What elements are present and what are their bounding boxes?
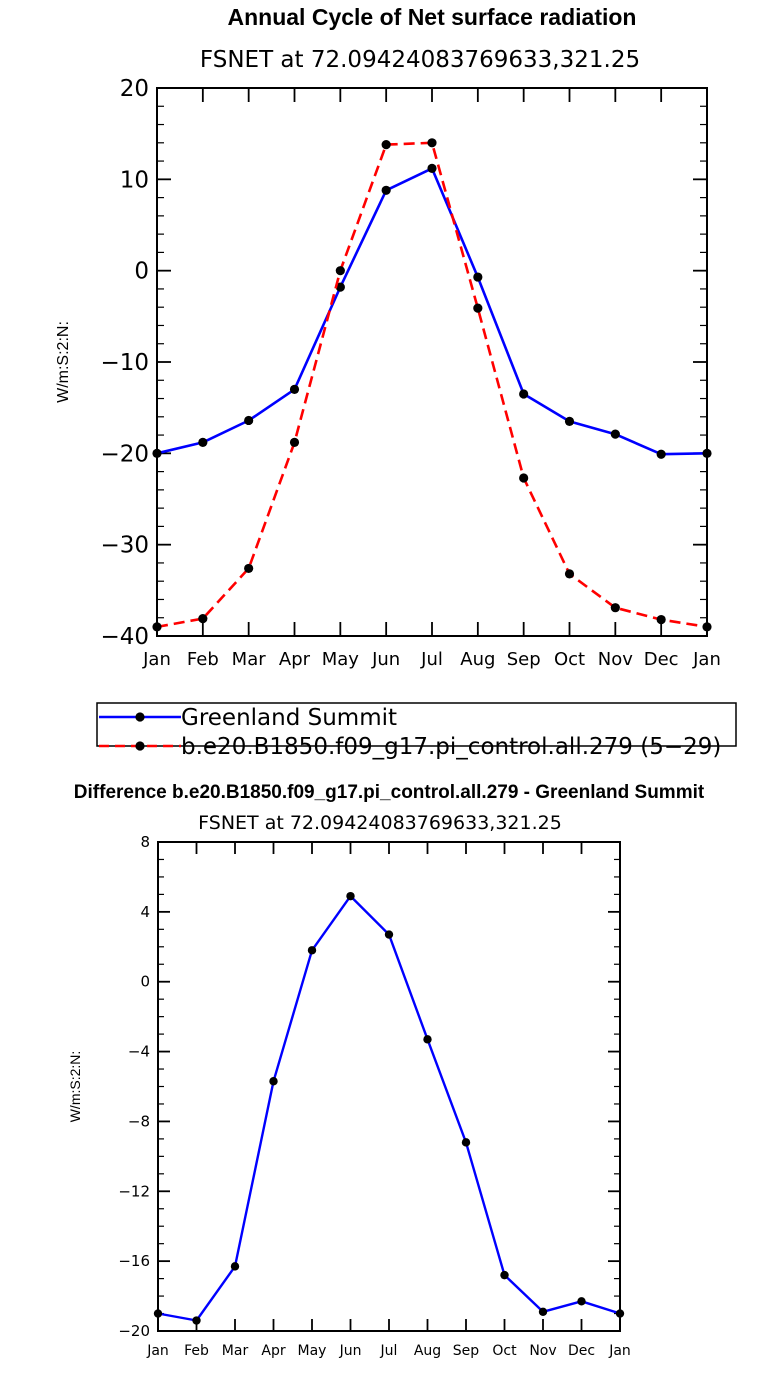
- data-point: [335, 266, 345, 276]
- y-axis-label: W/m:S:2:N:: [67, 1051, 83, 1123]
- x-tick-label: Feb: [184, 1343, 209, 1359]
- y-tick-label: −10: [100, 350, 149, 376]
- chart1-title: Annual Cycle of Net surface radiation: [228, 4, 637, 30]
- x-tick-label: Jun: [371, 649, 400, 670]
- x-tick-label: Nov: [598, 649, 633, 670]
- x-tick-label: Sep: [507, 649, 541, 670]
- legend-marker-greenland: [135, 712, 145, 722]
- y-tick-label: −4: [128, 1043, 150, 1061]
- chart2-title: Difference b.e20.B1850.f09_g17.pi_contro…: [74, 782, 705, 803]
- x-tick-label: Jul: [420, 649, 443, 670]
- data-point: [500, 1270, 509, 1280]
- legend-marker-model: [135, 741, 145, 751]
- data-point: [615, 1309, 625, 1318]
- data-point: [198, 614, 208, 624]
- data-point: [269, 1077, 278, 1086]
- x-tick-label: Dec: [644, 649, 679, 670]
- data-point: [473, 272, 483, 282]
- data-point: [423, 1035, 432, 1044]
- x-tick-label: Aug: [460, 649, 495, 670]
- y-tick-label: −20: [118, 1322, 150, 1340]
- x-tick-label: Jan: [142, 649, 171, 670]
- y-tick-label: −20: [100, 441, 149, 467]
- chart1-legend: Greenland Summit b.e20.B1850.f09_g17.pi_…: [96, 702, 737, 760]
- y-tick-label: −16: [118, 1252, 150, 1270]
- y-tick-label: 0: [140, 973, 150, 991]
- x-tick-label: Jan: [608, 1343, 631, 1359]
- data-point: [230, 1262, 240, 1271]
- x-tick-label: Jan: [692, 649, 721, 670]
- x-tick-label: May: [322, 649, 360, 670]
- data-point: [610, 429, 620, 439]
- y-tick-label: −30: [100, 533, 149, 559]
- data-point: [610, 603, 620, 613]
- data-point: [702, 622, 712, 632]
- y-tick-label: 20: [120, 76, 149, 102]
- x-tick-label: Jun: [339, 1343, 362, 1359]
- data-point: [564, 569, 575, 579]
- series-line-1: [156, 141, 708, 629]
- data-point: [381, 185, 391, 195]
- x-tick-label: Sep: [453, 1343, 480, 1359]
- y-tick-label: 0: [134, 259, 149, 285]
- data-point: [381, 140, 391, 150]
- y-tick-label: −40: [100, 624, 149, 650]
- x-tick-label: Dec: [568, 1343, 595, 1359]
- x-tick-label: Nov: [529, 1343, 556, 1359]
- legend-label-model: b.e20.B1850.f09_g17.pi_control.all.279 (…: [181, 734, 721, 760]
- x-tick-label: Oct: [492, 1343, 517, 1359]
- x-tick-label: Feb: [187, 649, 219, 670]
- data-point: [244, 563, 254, 574]
- y-tick-label: −12: [118, 1182, 150, 1200]
- data-point: [656, 614, 666, 625]
- y-tick-label: 8: [140, 833, 150, 851]
- data-point: [519, 473, 529, 483]
- data-point: [427, 163, 437, 173]
- y-axis-label: W/m:S:2:N:: [55, 321, 72, 403]
- x-tick-label: Aug: [414, 1343, 441, 1359]
- x-tick-label: Mar: [222, 1343, 249, 1359]
- data-point: [702, 448, 712, 458]
- series-line-0: [157, 894, 621, 1322]
- legend-label-greenland: Greenland Summit: [181, 705, 397, 731]
- plot-frame: [157, 841, 621, 1332]
- data-point: [538, 1307, 548, 1316]
- data-point: [384, 930, 394, 939]
- data-point: [335, 282, 345, 292]
- x-tick-label: Oct: [554, 649, 585, 670]
- x-tick-label: May: [298, 1343, 327, 1359]
- data-point: [519, 389, 529, 399]
- chart2-subtitle: FSNET at 72.09424083769633,321.25: [198, 812, 562, 834]
- data-point: [192, 1316, 201, 1325]
- y-tick-label: 4: [140, 903, 150, 921]
- data-point: [289, 437, 300, 447]
- data-point: [307, 946, 317, 955]
- data-point: [427, 138, 437, 148]
- data-point: [244, 415, 254, 426]
- data-point: [152, 622, 162, 632]
- data-point: [656, 449, 666, 459]
- y-tick-label: 10: [120, 167, 149, 193]
- data-point: [198, 437, 208, 447]
- data-point: [153, 1309, 163, 1318]
- y-tick-label: −8: [128, 1112, 150, 1130]
- x-tick-label: Jul: [380, 1343, 398, 1359]
- x-tick-label: Mar: [232, 649, 267, 670]
- data-point: [346, 891, 355, 901]
- data-point: [577, 1297, 586, 1306]
- data-point: [152, 448, 162, 458]
- x-tick-label: Jan: [146, 1343, 169, 1359]
- legend-box: [96, 702, 737, 747]
- data-point: [461, 1138, 471, 1147]
- chart1-subtitle: FSNET at 72.09424083769633,321.25: [200, 47, 640, 73]
- x-tick-label: Apr: [279, 649, 311, 670]
- data-point: [564, 416, 575, 426]
- data-point: [473, 303, 483, 313]
- data-point: [289, 384, 300, 394]
- series-line-0: [156, 167, 708, 456]
- x-tick-label: Apr: [261, 1343, 285, 1359]
- chart2-plot: 8 4 0 −4 −8 −12 −16 −20 Jan Feb Mar Apr May Jun Jul Aug…: [67, 833, 631, 1359]
